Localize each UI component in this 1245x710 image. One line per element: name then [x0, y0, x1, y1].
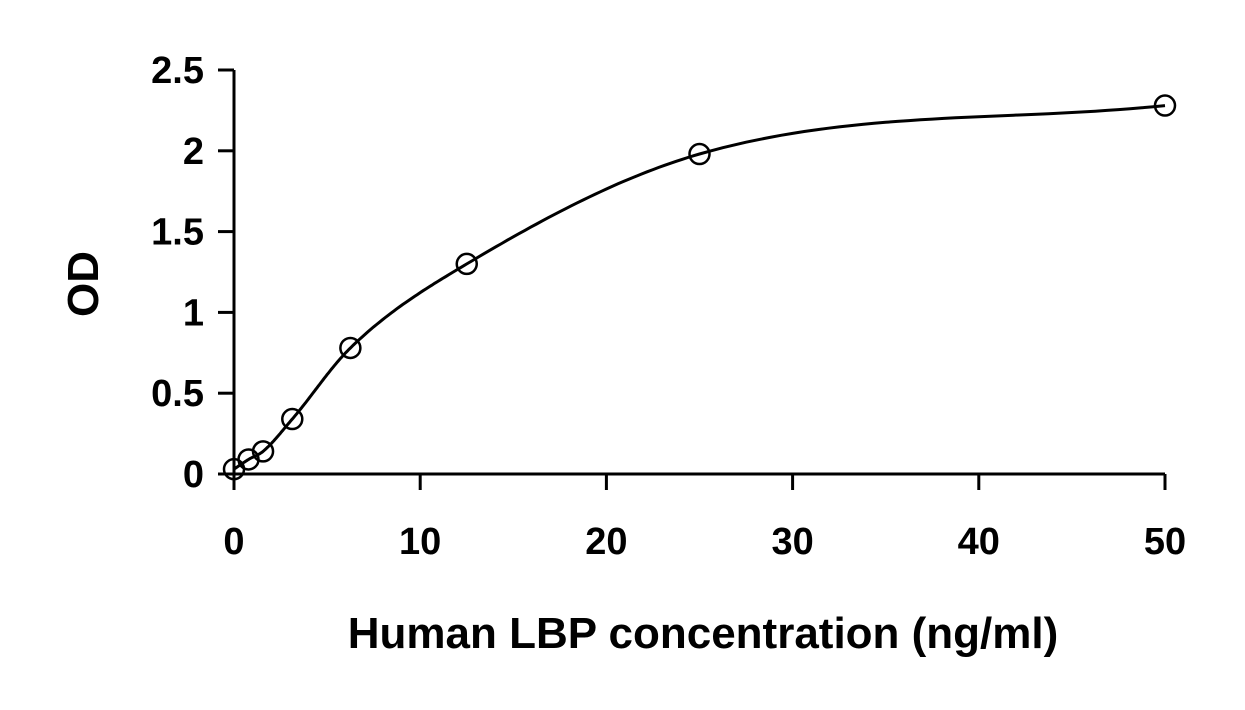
x-tick-label: 10 [399, 521, 441, 563]
x-tick-label: 40 [958, 521, 1000, 563]
y-tick-label: 0.5 [151, 373, 204, 415]
data-point [251, 440, 275, 463]
y-axis-title: OD [59, 251, 108, 317]
y-tick-label: 1.5 [151, 212, 204, 254]
plot-area: 0 0.5 1 1.5 2 2.5 0 10 20 30 40 50 [151, 50, 1186, 563]
x-axis-title: Human LBP concentration (ng/ml) [348, 609, 1059, 658]
data-point [339, 336, 362, 360]
data-point [688, 142, 711, 166]
data-point [281, 407, 304, 431]
fitted-curve-line [233, 104, 1166, 471]
data-point [455, 252, 478, 276]
y-tick-label: 0 [183, 454, 204, 496]
x-tick-label: 20 [585, 521, 627, 563]
y-tick-label: 2 [183, 131, 204, 173]
y-tick-label: 1 [183, 292, 204, 334]
x-tick-label: 30 [771, 521, 813, 563]
x-tick-label: 0 [223, 521, 244, 563]
x-tick-label: 50 [1144, 521, 1186, 563]
y-tick-label: 2.5 [151, 50, 204, 92]
data-point [1153, 94, 1177, 117]
